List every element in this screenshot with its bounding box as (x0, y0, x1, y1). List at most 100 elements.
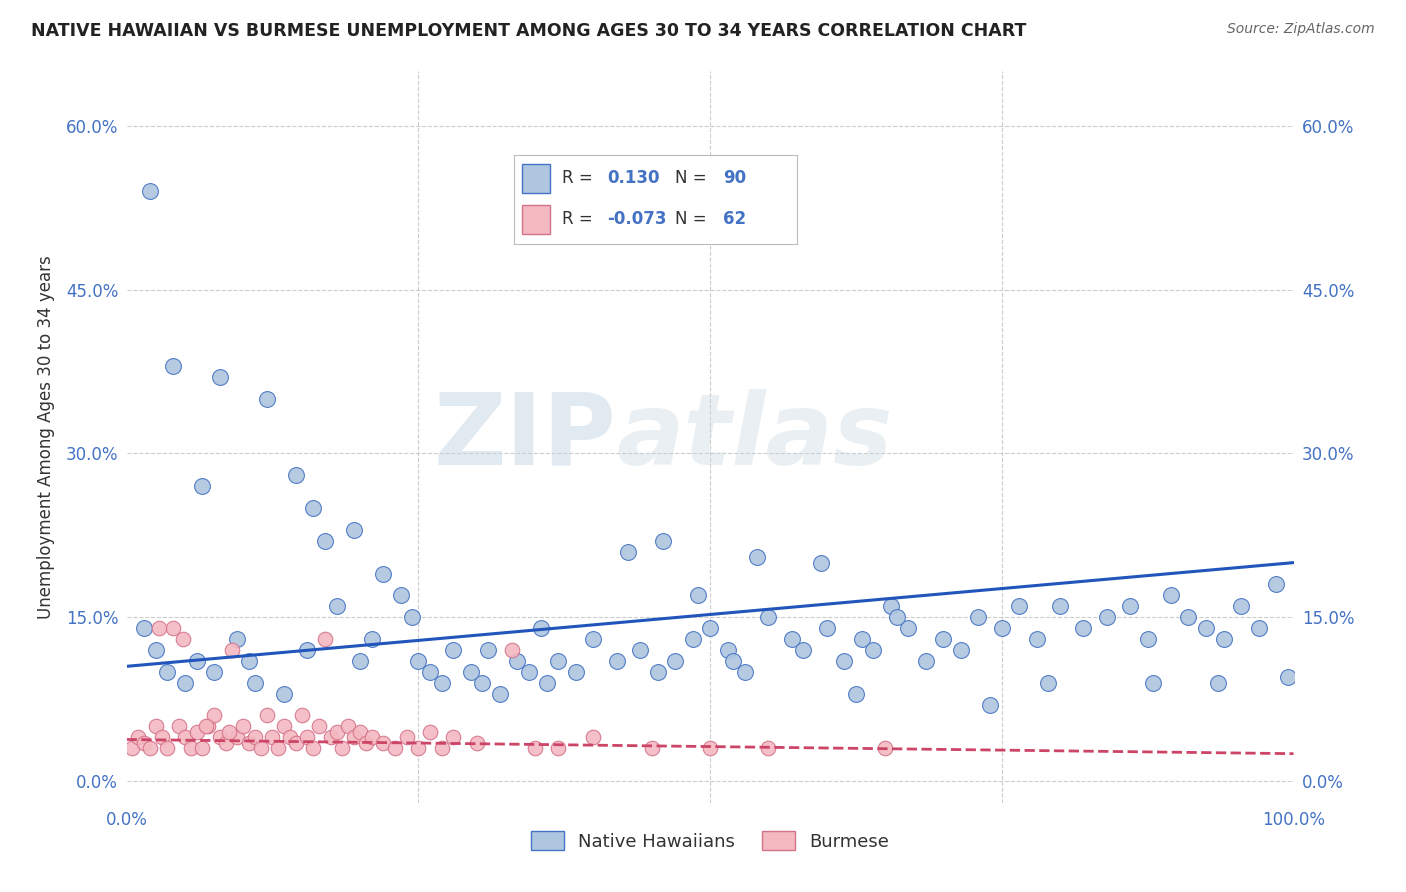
Point (167, 719, 190, 733)
Point (1073, 621, 1095, 635)
Point (262, 731, 284, 745)
Point (471, 675, 494, 690)
Point (238, 736, 260, 750)
Point (734, 665, 756, 679)
Point (191, 741, 214, 756)
Point (395, 731, 418, 745)
Point (325, 724, 347, 739)
Point (688, 588, 710, 602)
Point (319, 731, 342, 745)
Point (419, 724, 441, 739)
Point (132, 621, 155, 635)
Point (172, 632, 194, 646)
Point (297, 643, 319, 657)
Point (162, 621, 184, 635)
Point (373, 566, 395, 581)
Point (430, 675, 453, 690)
Point (150, 731, 173, 745)
Point (536, 675, 558, 690)
Point (745, 550, 768, 565)
Point (1206, 675, 1229, 690)
Point (360, 632, 382, 646)
Point (756, 610, 779, 624)
Text: Source: ZipAtlas.com: Source: ZipAtlas.com (1227, 22, 1375, 37)
Point (845, 687, 868, 701)
Point (373, 736, 395, 750)
Point (565, 665, 588, 679)
Point (401, 610, 423, 624)
Point (949, 643, 972, 657)
Point (1195, 621, 1218, 635)
Point (384, 741, 406, 756)
Point (256, 392, 278, 406)
Point (1049, 599, 1071, 614)
Point (273, 719, 295, 733)
Point (243, 675, 266, 690)
Point (302, 501, 325, 516)
Point (628, 643, 651, 657)
Point (441, 731, 464, 745)
Text: ZIP: ZIP (434, 389, 617, 485)
Point (186, 724, 208, 739)
Point (284, 468, 307, 483)
Point (139, 185, 162, 199)
Point (132, 736, 155, 750)
Text: NATIVE HAWAIIAN VS BURMESE UNEMPLOYMENT AMONG AGES 30 TO 34 YEARS CORRELATION CH: NATIVE HAWAIIAN VS BURMESE UNEMPLOYMENT … (31, 22, 1026, 40)
Point (815, 621, 838, 635)
Point (517, 665, 540, 679)
Point (640, 741, 664, 756)
Point (290, 708, 312, 723)
Point (314, 533, 336, 548)
Point (1095, 610, 1118, 624)
Point (202, 708, 225, 723)
Y-axis label: Unemployment Among Ages 30 to 34 years: Unemployment Among Ages 30 to 34 years (37, 255, 55, 619)
Point (337, 719, 360, 733)
Point (215, 736, 238, 750)
Point (430, 741, 453, 756)
Point (208, 370, 231, 384)
Text: R =: R = (562, 211, 598, 228)
Point (582, 632, 605, 646)
Point (547, 741, 569, 756)
Point (243, 731, 266, 745)
Point (1265, 577, 1288, 591)
Point (652, 533, 675, 548)
Point (360, 731, 382, 745)
Point (174, 675, 197, 690)
Point (886, 610, 908, 624)
Point (325, 599, 347, 614)
Point (156, 665, 179, 679)
Point (1177, 610, 1199, 624)
Point (647, 665, 669, 679)
Point (343, 731, 366, 745)
Point (127, 731, 149, 745)
Text: R =: R = (562, 169, 598, 187)
Point (238, 654, 260, 668)
Point (699, 741, 721, 756)
Point (682, 632, 704, 646)
Point (202, 665, 225, 679)
Text: 62: 62 (723, 211, 747, 228)
Point (489, 687, 512, 701)
Text: 90: 90 (723, 169, 747, 187)
Point (792, 643, 814, 657)
Point (524, 741, 547, 756)
Point (349, 654, 371, 668)
Point (1212, 632, 1234, 646)
Point (547, 654, 569, 668)
Point (915, 654, 938, 668)
Point (699, 621, 721, 635)
Point (506, 654, 529, 668)
Point (979, 698, 1001, 712)
Point (221, 643, 243, 657)
Point (343, 523, 366, 537)
Point (180, 741, 202, 756)
Point (226, 632, 249, 646)
Point (1008, 599, 1031, 614)
Text: 0.130: 0.130 (607, 169, 659, 187)
Point (606, 654, 628, 668)
Point (780, 632, 803, 646)
Point (249, 741, 271, 756)
Point (990, 621, 1012, 635)
Point (284, 736, 307, 750)
